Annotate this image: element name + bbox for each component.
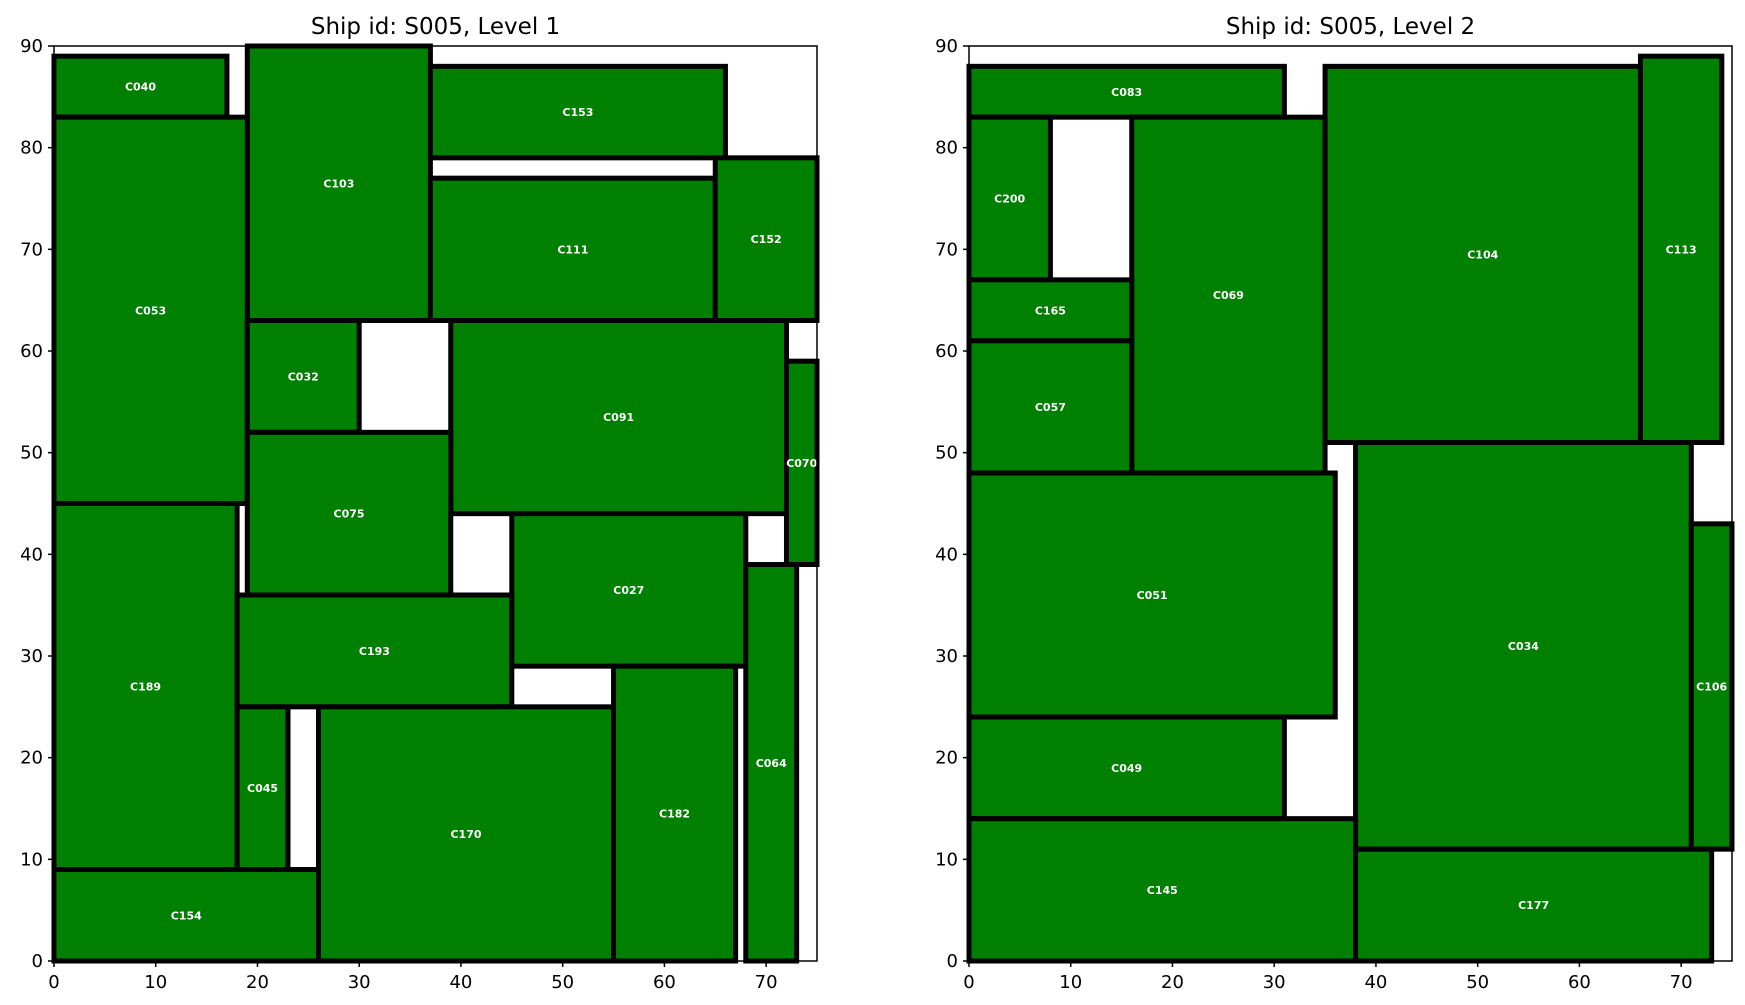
x-tick-label: 10 [144, 972, 167, 993]
x-tick-label: 0 [963, 972, 974, 993]
container-label: C057 [1035, 401, 1066, 414]
x-tick-label: 20 [246, 972, 269, 993]
container-label: C106 [1696, 681, 1727, 694]
y-tick-label: 30 [20, 646, 43, 667]
container-c049 [966, 714, 1287, 822]
container-label: C189 [130, 681, 161, 694]
container-c045 [234, 704, 291, 872]
x-tick-label: 70 [755, 972, 778, 993]
container-c154 [51, 867, 322, 964]
y-tick-label: 50 [20, 443, 43, 464]
y-tick-label: 70 [935, 239, 958, 260]
x-tick-label: 0 [48, 972, 59, 993]
x-tick-label: 10 [1059, 972, 1082, 993]
container-label: C200 [994, 193, 1025, 206]
container-label: C103 [323, 177, 354, 190]
container-label: C027 [613, 584, 644, 597]
x-tick-label: 20 [1161, 972, 1184, 993]
container-label: C040 [125, 81, 156, 94]
y-tick-label: 70 [20, 239, 43, 260]
container-label: C165 [1035, 304, 1066, 317]
container-c153 [427, 63, 728, 161]
container-label: C104 [1467, 248, 1498, 261]
container-label: C170 [450, 828, 481, 841]
axes-frame [53, 45, 818, 962]
container-label: C083 [1111, 86, 1142, 99]
axes-frame [968, 45, 1733, 962]
container-c113 [1637, 53, 1725, 446]
container-label: C091 [603, 411, 634, 424]
panel-title: Ship id: S005, Level 1 [311, 14, 560, 40]
y-tick-label: 20 [935, 748, 958, 769]
container-label: C032 [288, 370, 319, 383]
x-tick-label: 40 [449, 972, 472, 993]
x-tick-label: 30 [1263, 972, 1286, 993]
container-c177 [1353, 846, 1715, 964]
container-label: C051 [1137, 589, 1168, 602]
y-tick-label: 0 [32, 951, 43, 972]
container-c027 [509, 511, 749, 669]
y-tick-label: 60 [20, 341, 43, 362]
container-label: C145 [1147, 884, 1178, 897]
y-tick-label: 20 [20, 748, 43, 769]
container-c064 [743, 562, 800, 964]
container-label: C177 [1518, 899, 1549, 912]
container-c032 [244, 318, 362, 435]
x-tick-label: 40 [1364, 972, 1387, 993]
container-label: C049 [1111, 762, 1142, 775]
y-tick-label: 30 [935, 646, 958, 667]
panel-level-2: C083 C200 C069 C104 C113 C165 C057 C051 C034 C106… [935, 14, 1735, 993]
container-label: C152 [751, 233, 782, 246]
x-tick-label: 50 [1466, 972, 1489, 993]
y-tick-label: 50 [935, 443, 958, 464]
container-c091 [448, 318, 789, 517]
container-c170 [316, 704, 617, 964]
container-label: C053 [135, 304, 166, 317]
y-tick-label: 90 [20, 36, 43, 57]
y-tick-label: 40 [935, 544, 958, 565]
container-label: C193 [359, 645, 390, 658]
y-tick-label: 90 [935, 36, 958, 57]
container-label: C154 [171, 909, 202, 922]
y-tick-label: 10 [935, 849, 958, 870]
x-tick-label: 70 [1670, 972, 1693, 993]
container-label: C153 [562, 106, 593, 119]
panel-title: Ship id: S005, Level 2 [1226, 14, 1475, 40]
container-c069 [1129, 114, 1328, 476]
container-label: C034 [1508, 640, 1539, 653]
x-tick-label: 30 [348, 972, 371, 993]
x-tick-label: 50 [551, 972, 574, 993]
y-tick-label: 40 [20, 544, 43, 565]
container-c193 [234, 592, 515, 710]
container-label: C064 [756, 757, 787, 770]
container-label: C070 [786, 457, 817, 470]
y-tick-label: 80 [935, 138, 958, 159]
y-tick-label: 80 [20, 138, 43, 159]
container-label: C111 [557, 243, 588, 256]
x-tick-label: 60 [1568, 972, 1591, 993]
container-label: C069 [1213, 289, 1244, 302]
x-tick-label: 60 [653, 972, 676, 993]
container-label: C045 [247, 782, 278, 795]
container-c182 [611, 663, 739, 964]
container-label: C182 [659, 808, 690, 821]
container-label: C113 [1666, 243, 1697, 256]
container-label: C075 [334, 508, 365, 521]
container-c075 [244, 429, 454, 598]
panel-level-1: C040 C103 C153 C053 C111 C152 C032 C091 C070 C075… [20, 14, 820, 993]
y-tick-label: 10 [20, 849, 43, 870]
container-c104 [1322, 63, 1643, 445]
y-tick-label: 60 [935, 341, 958, 362]
container-c040 [51, 53, 230, 120]
y-tick-label: 0 [947, 951, 958, 972]
